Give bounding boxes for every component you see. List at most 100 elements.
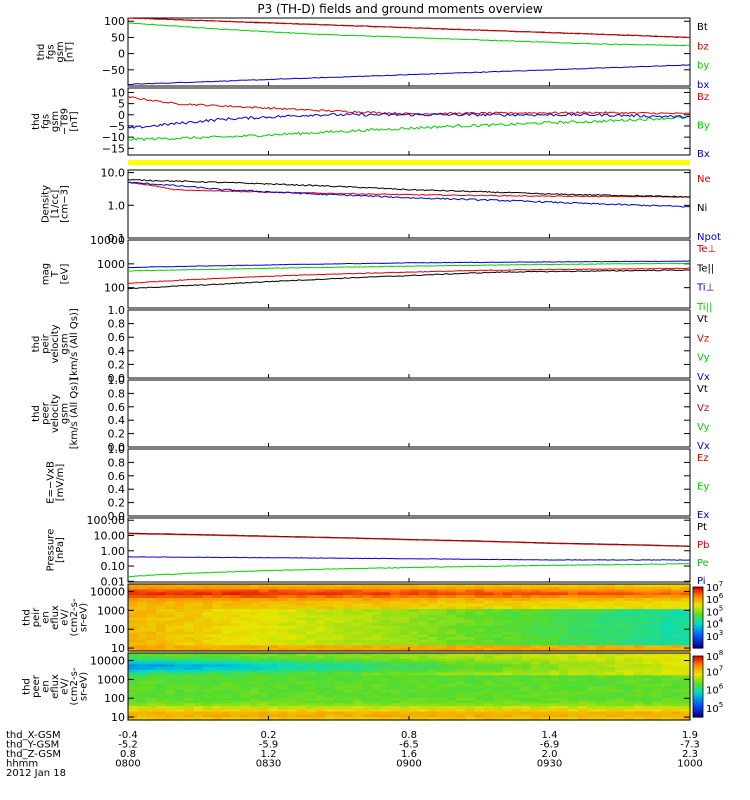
colorbar-tick-label: 106 xyxy=(706,683,724,697)
heatmap-cell xyxy=(146,620,157,624)
heatmap-cell xyxy=(362,689,373,693)
heatmap-cell xyxy=(596,609,607,613)
heatmap-cell xyxy=(624,714,635,718)
heatmap-cell xyxy=(446,600,457,605)
heatmap-cell xyxy=(483,606,494,610)
heatmap-cell xyxy=(455,678,466,682)
heatmap-cell xyxy=(549,603,560,607)
heatmap-cell xyxy=(558,598,569,602)
heatmap-cell xyxy=(324,642,335,646)
heatmap-cell xyxy=(493,678,504,682)
heatmap-cell xyxy=(221,678,232,682)
heatmap-cell xyxy=(371,603,382,607)
heatmap-cell xyxy=(605,620,616,624)
heatmap-cell xyxy=(146,631,157,635)
heatmap-cell xyxy=(643,714,654,718)
heatmap-cell xyxy=(502,603,513,607)
heatmap-cell xyxy=(277,634,288,638)
heatmap-cell xyxy=(474,658,485,662)
heatmap-cell xyxy=(661,611,672,616)
heatmap-cell xyxy=(137,595,148,599)
heatmap-cell xyxy=(568,606,579,610)
heatmap-cell xyxy=(474,667,485,671)
heatmap-cell xyxy=(418,703,429,707)
heatmap-cell xyxy=(465,628,476,633)
heatmap-cell xyxy=(587,678,597,682)
heatmap-cell xyxy=(605,589,616,593)
heatmap-cell xyxy=(446,680,457,685)
heatmap-cell xyxy=(362,683,373,688)
heatmap-cell xyxy=(343,706,354,710)
heatmap-cell xyxy=(259,697,270,702)
heatmap-cell xyxy=(146,664,157,668)
heatmap-cell xyxy=(306,717,316,721)
heatmap-cell xyxy=(324,689,335,693)
colorbar-cell xyxy=(693,594,703,597)
heatmap-cell xyxy=(661,680,672,685)
heatmap-cell xyxy=(418,667,429,671)
heatmap-cell xyxy=(502,606,513,610)
y-axis-label: gsm xyxy=(60,403,71,424)
heatmap-cell xyxy=(643,637,654,641)
heatmap-cell xyxy=(643,697,654,702)
heatmap-cell xyxy=(343,667,354,671)
heatmap-cell xyxy=(371,694,382,699)
heatmap-cell xyxy=(512,617,522,621)
heatmap-cell xyxy=(184,703,195,707)
heatmap-cell xyxy=(277,598,288,602)
heatmap-cell xyxy=(240,661,251,665)
heatmap-cell xyxy=(512,700,522,704)
heatmap-cell xyxy=(296,664,307,668)
heatmap-cell xyxy=(643,706,654,710)
heatmap-cell xyxy=(540,661,551,665)
heatmap-cell xyxy=(156,672,167,676)
colorbar-cell xyxy=(693,625,703,628)
heatmap-cell xyxy=(268,714,279,718)
heatmap-cell xyxy=(324,620,335,624)
heatmap-cell xyxy=(128,584,138,588)
heatmap-cell xyxy=(259,714,270,718)
heatmap-cell xyxy=(465,600,476,605)
heatmap-cell xyxy=(596,658,607,662)
heatmap-cell xyxy=(409,625,419,630)
heatmap-cell xyxy=(334,694,345,699)
heatmap-cell xyxy=(558,675,569,679)
heatmap-cell xyxy=(652,678,663,682)
heatmap-cell xyxy=(643,683,654,688)
colorbar-tick-exponent: 6 xyxy=(719,592,724,600)
heatmap-cell xyxy=(268,603,279,607)
heatmap-cell xyxy=(680,625,691,630)
heatmap-cell xyxy=(652,620,663,624)
heatmap-cell xyxy=(231,603,241,607)
heatmap-cell xyxy=(137,648,148,652)
heatmap-cell xyxy=(390,703,401,707)
heatmap-cell xyxy=(605,645,616,649)
y-tick-label: 0.0 xyxy=(108,510,126,523)
heatmap-cell xyxy=(455,700,466,704)
heatmap-cell xyxy=(296,703,307,707)
heatmap-cell xyxy=(287,606,298,610)
heatmap-cell xyxy=(287,717,298,721)
heatmap-cell xyxy=(652,703,663,707)
heatmap-cell xyxy=(446,653,457,657)
heatmap-cell xyxy=(221,669,232,674)
colorbar-cell xyxy=(693,656,703,659)
heatmap-cell xyxy=(437,609,448,613)
heatmap-cell xyxy=(231,667,241,671)
heatmap-cell xyxy=(362,686,373,690)
heatmap-cell xyxy=(643,680,654,685)
heatmap-cell xyxy=(390,592,401,596)
heatmap-cell xyxy=(277,714,288,718)
heatmap-cell xyxy=(277,664,288,668)
heatmap-cell xyxy=(596,642,607,646)
y-tick-label: 0.6 xyxy=(108,401,126,414)
heatmap-cell xyxy=(474,692,485,696)
heatmap-cell xyxy=(521,623,532,627)
heatmap-cell xyxy=(680,634,691,638)
heatmap-cell xyxy=(306,678,316,682)
heatmap-cell xyxy=(671,584,682,588)
y-axis-label: (cm2-s- xyxy=(69,598,80,636)
heatmap-cell xyxy=(399,589,410,593)
heatmap-cell xyxy=(512,694,522,699)
heatmap-cell xyxy=(540,595,551,599)
